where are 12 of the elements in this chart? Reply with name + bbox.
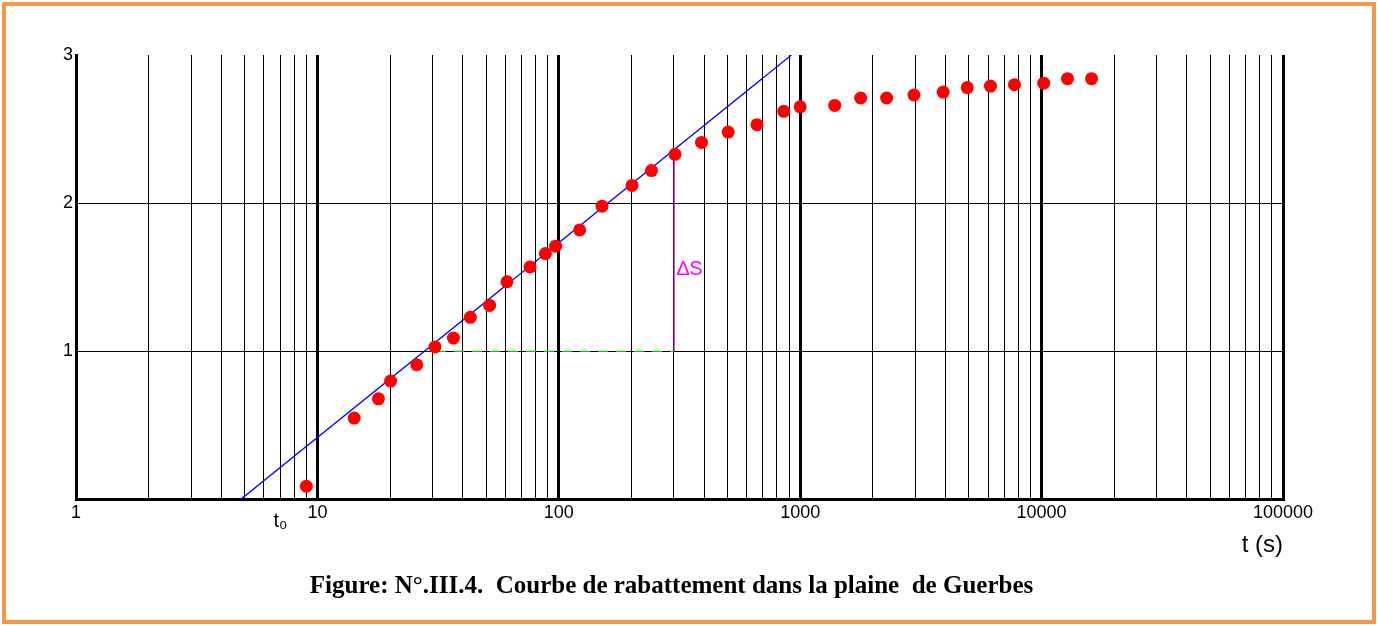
text: Figure: N°.III.4. Courbe de rabattement dans la plaine de Guerbes [309, 571, 1034, 599]
x-tick-label: 100000 [1252, 502, 1314, 523]
x-tick-label: 100 [543, 502, 574, 523]
annotation: ∆S [676, 257, 703, 280]
x-axis-title: t (s) [1241, 530, 1283, 558]
y-tick-label: 1 [63, 340, 74, 361]
y-tick-label: 3 [63, 43, 74, 64]
annotation: t₀ [273, 509, 288, 532]
x-tick-label: 1000 [780, 502, 821, 523]
x-tick-label: 10 [307, 502, 328, 523]
x-tick-label: 10000 [1016, 502, 1067, 523]
y-tick-label: 2 [63, 192, 74, 213]
